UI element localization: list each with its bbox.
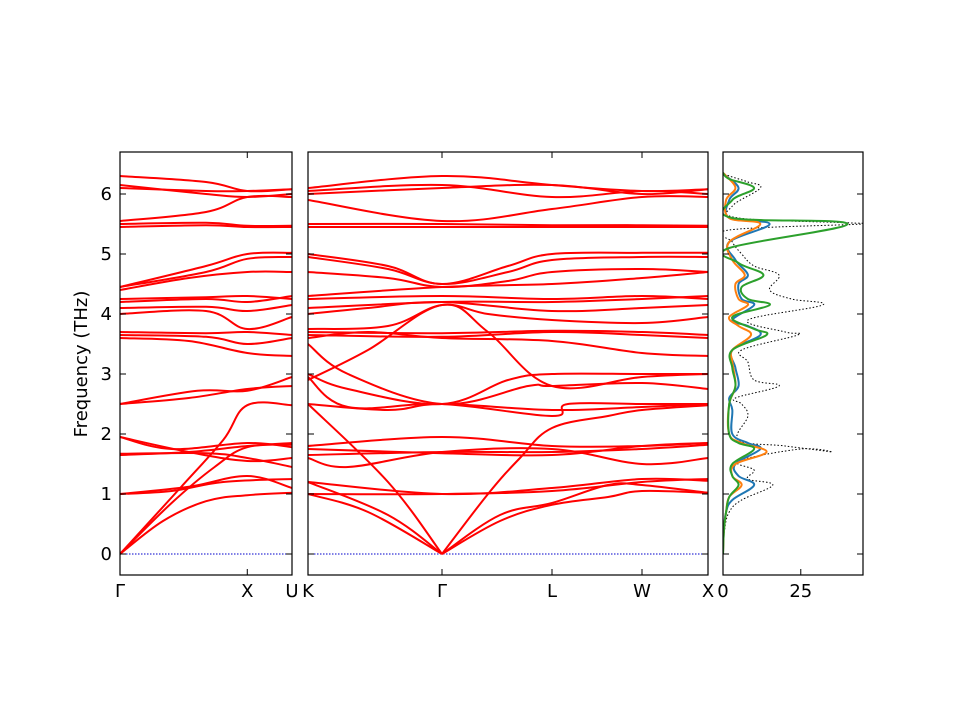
left-branches bbox=[120, 175, 292, 555]
phonon-branch bbox=[308, 174, 708, 193]
dos-frame bbox=[722, 151, 864, 576]
phonon-branch bbox=[308, 403, 443, 555]
dos-x-tick-label: 0 bbox=[717, 581, 728, 602]
phonon-branch bbox=[120, 270, 292, 291]
phonon-branch bbox=[120, 221, 292, 228]
phonon-branch bbox=[308, 330, 708, 339]
phonon-branch bbox=[120, 334, 292, 346]
phonon-branch bbox=[308, 481, 443, 555]
phonon-branch bbox=[308, 255, 708, 286]
phonon-branch bbox=[308, 271, 708, 297]
phonon-branch bbox=[308, 477, 708, 496]
phonon-branch bbox=[120, 224, 292, 229]
y-tick-label: 2 bbox=[101, 424, 112, 445]
y-axis-label: Frequency (THz) bbox=[71, 291, 92, 438]
phonon-branch bbox=[120, 474, 292, 495]
phonon-branch bbox=[308, 493, 443, 555]
phonon-branch bbox=[308, 267, 708, 289]
phonon-branch bbox=[308, 435, 708, 448]
phonon-branch bbox=[308, 343, 708, 406]
dos-total-curve bbox=[723, 172, 863, 555]
phonon-branch bbox=[308, 195, 708, 223]
phonon-branch bbox=[120, 184, 292, 199]
dos-panel: 0 25 bbox=[717, 151, 864, 602]
k-point-label: W bbox=[633, 581, 651, 602]
phonon-branch bbox=[308, 303, 708, 330]
k-point-label: Γ bbox=[437, 581, 447, 602]
phonon-branch bbox=[120, 294, 292, 300]
k-point-label: X bbox=[702, 581, 714, 602]
phonon-branch bbox=[308, 294, 708, 301]
phonon-branch bbox=[120, 491, 292, 555]
phonon-branch bbox=[308, 303, 708, 390]
middle-branches bbox=[308, 174, 708, 555]
y-tick-label: 6 bbox=[101, 184, 112, 205]
phonon-branch bbox=[308, 251, 708, 286]
phonon-branch bbox=[120, 337, 292, 357]
phonon-branch bbox=[308, 295, 708, 309]
k-point-label: K bbox=[302, 581, 315, 602]
dos-x-tick-label: 25 bbox=[789, 581, 812, 602]
phonon-branch bbox=[308, 329, 708, 336]
phonon-branch bbox=[308, 443, 708, 456]
phonon-branch bbox=[308, 372, 708, 406]
phonon-branch bbox=[120, 194, 292, 222]
phonon-branch bbox=[120, 175, 292, 193]
phonon-branch bbox=[441, 489, 708, 555]
phonon-branch bbox=[308, 222, 708, 227]
phonon-branch bbox=[120, 304, 292, 313]
phonon-branch bbox=[308, 478, 708, 496]
k-point-label: U bbox=[285, 581, 298, 602]
phonon-branch bbox=[120, 385, 292, 405]
k-point-label: Γ bbox=[115, 581, 125, 602]
phonon-branch bbox=[120, 309, 292, 331]
dos-curves bbox=[723, 172, 863, 555]
phonon-branch bbox=[120, 436, 292, 451]
left-frame bbox=[119, 151, 293, 576]
phonon-branch bbox=[120, 436, 292, 463]
k-point-label: L bbox=[547, 581, 557, 602]
band-panel-left: Γ X U 0 1 2 3 4 5 6 bbox=[101, 151, 299, 602]
middle-frame bbox=[307, 151, 709, 576]
phonon-branch bbox=[120, 451, 292, 468]
y-tick-label: 1 bbox=[101, 484, 112, 505]
phonon-branch bbox=[120, 330, 292, 336]
phonon-branch bbox=[120, 255, 292, 288]
k-point-label: X bbox=[241, 581, 253, 602]
phonon-branch bbox=[120, 295, 292, 304]
y-tick-label: 5 bbox=[101, 244, 112, 265]
dos-partial-curve bbox=[723, 172, 849, 555]
y-tick-label: 0 bbox=[101, 544, 112, 565]
phonon-branch bbox=[441, 482, 708, 555]
phonon-branch bbox=[120, 376, 292, 405]
phonon-branch bbox=[308, 402, 708, 412]
y-tick-label: 4 bbox=[101, 304, 112, 325]
phonon-branch bbox=[308, 376, 708, 418]
phonon-branch bbox=[308, 447, 708, 469]
phonon-branch bbox=[308, 300, 708, 315]
y-tick-label: 3 bbox=[101, 364, 112, 385]
phonon-branch bbox=[120, 401, 292, 555]
phonon-branch bbox=[120, 251, 292, 288]
